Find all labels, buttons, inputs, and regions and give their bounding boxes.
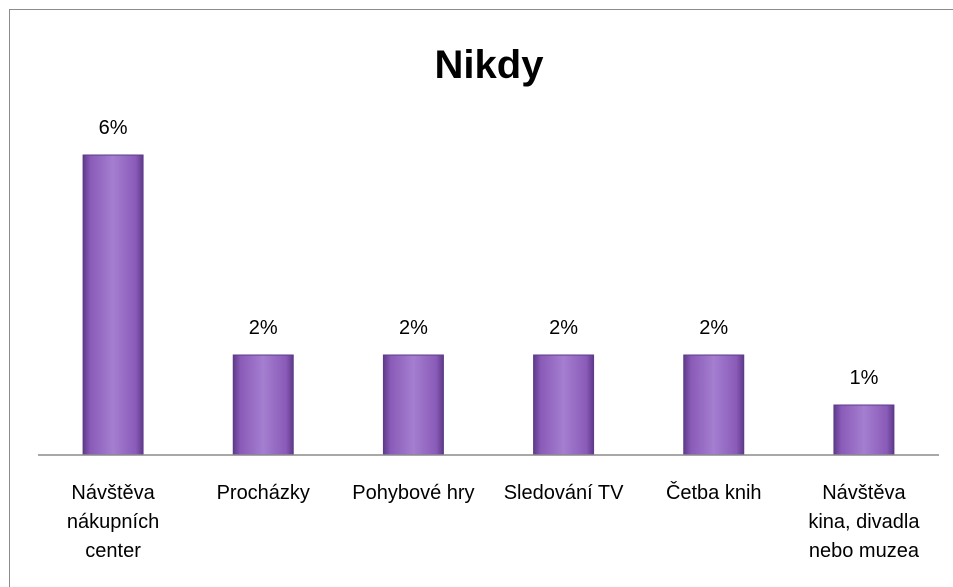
data-label-4: 2% [549,317,578,339]
category-label-line: Procházky [217,482,310,504]
bars-group [82,154,895,456]
category-label-line: Návštěva [71,482,155,504]
category-label-line: Sledování TV [504,482,624,504]
data-label-3: 2% [399,317,428,339]
category-label-line: center [85,540,141,562]
category-label-line: Pohybové hry [352,482,474,504]
category-label-5: Četba knih [666,481,762,504]
category-label-line: nebo muzea [809,540,920,562]
category-label-2: Procházky [217,482,310,504]
bar-1 [82,154,144,456]
category-label-3: Pohybové hry [352,482,474,504]
category-label-line: Četba knih [666,481,762,504]
category-label-6: Návštěva kina, divadla nebo muzea [808,482,920,562]
data-label-5: 2% [699,317,728,339]
chart-title: Nikdy [435,43,545,87]
data-label-1: 6% [99,117,128,139]
category-label-1: Návštěva nákupních center [67,482,159,562]
data-label-6: 1% [849,367,878,389]
bar-2 [232,354,294,456]
data-label-2: 2% [249,317,278,339]
category-labels-group: Návštěva nákupních center Procházky Pohybové… [67,481,920,562]
chart-frame [9,9,953,587]
category-label-4: Sledování TV [504,482,624,504]
bar-6 [833,404,895,456]
category-label-line: Návštěva [822,482,906,504]
bar-3 [382,354,444,456]
category-label-line: kina, divadla [808,511,920,533]
data-labels-group: 6% 2% 2% 2% 2% 1% [99,117,879,389]
bar-5 [683,354,745,456]
category-label-line: nákupních [67,511,159,533]
bar-4 [533,354,595,456]
